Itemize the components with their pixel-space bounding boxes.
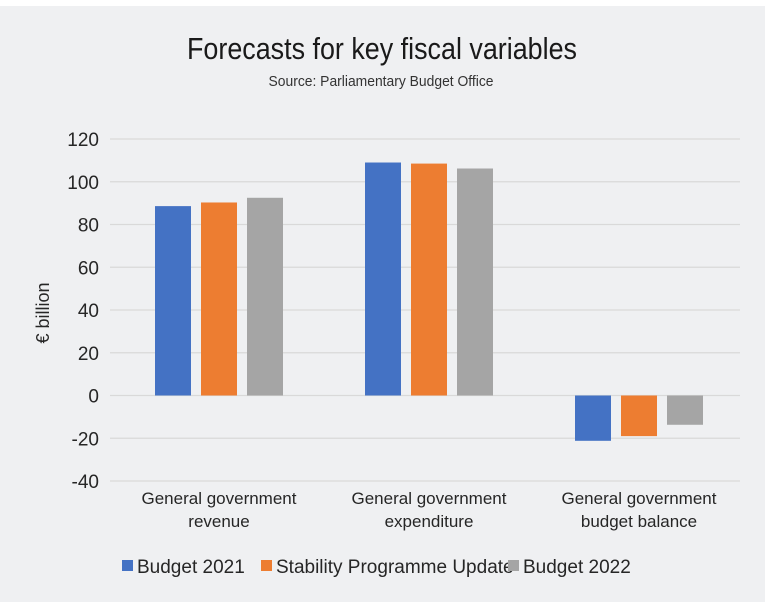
- bar-stability-programme-update-1: [411, 163, 447, 396]
- bars: [155, 162, 703, 441]
- x-category-label: expenditure: [385, 512, 474, 531]
- y-tick-label: -40: [72, 472, 99, 493]
- legend-item: Budget 2021: [122, 557, 245, 578]
- y-axis-title: € billion: [33, 282, 53, 343]
- legend-swatch: [261, 560, 272, 571]
- bar-budget-2021-1: [365, 162, 401, 396]
- y-tick-label: 100: [67, 173, 99, 194]
- x-category-label: revenue: [188, 512, 249, 531]
- legend-swatch: [508, 560, 519, 571]
- x-category-label: General government: [142, 489, 297, 508]
- legend-label: Budget 2021: [137, 557, 245, 578]
- bar-budget-2022-1: [457, 168, 493, 396]
- bar-budget-2021-2: [575, 395, 611, 441]
- x-category-label: General government: [352, 489, 507, 508]
- chart-title: Forecasts for key fiscal variables: [187, 31, 577, 66]
- legend-swatch: [122, 560, 133, 571]
- bar-budget-2021-0: [155, 206, 191, 396]
- y-tick-label: 120: [67, 130, 99, 151]
- x-axis-category-labels: General government revenue General governm…: [142, 489, 717, 531]
- y-tick-label: 80: [78, 216, 99, 237]
- y-axis-ticks: 120 100 80 60 40 20 0 -20 -40: [67, 130, 99, 493]
- y-tick-label: 0: [88, 387, 99, 408]
- bar-budget-2022-0: [247, 197, 283, 396]
- legend-label: Budget 2022: [523, 557, 631, 578]
- x-category-label: budget balance: [581, 512, 697, 531]
- legend-label: Stability Programme Update: [276, 557, 514, 578]
- y-tick-label: 40: [78, 301, 99, 322]
- bar-budget-2022-2: [667, 395, 703, 425]
- y-tick-label: 60: [78, 258, 99, 279]
- bar-stability-programme-update-2: [621, 395, 657, 437]
- legend-item: Budget 2022: [508, 557, 631, 578]
- bar-stability-programme-update-0: [201, 202, 237, 396]
- y-tick-label: 20: [78, 344, 99, 365]
- legend-item: Stability Programme Update: [261, 557, 514, 578]
- y-tick-label: -20: [72, 429, 99, 450]
- chart-subtitle: Source: Parliamentary Budget Office: [269, 73, 494, 90]
- x-category-label: General government: [562, 489, 717, 508]
- legend: Budget 2021 Stability Programme Update Bud…: [122, 557, 631, 578]
